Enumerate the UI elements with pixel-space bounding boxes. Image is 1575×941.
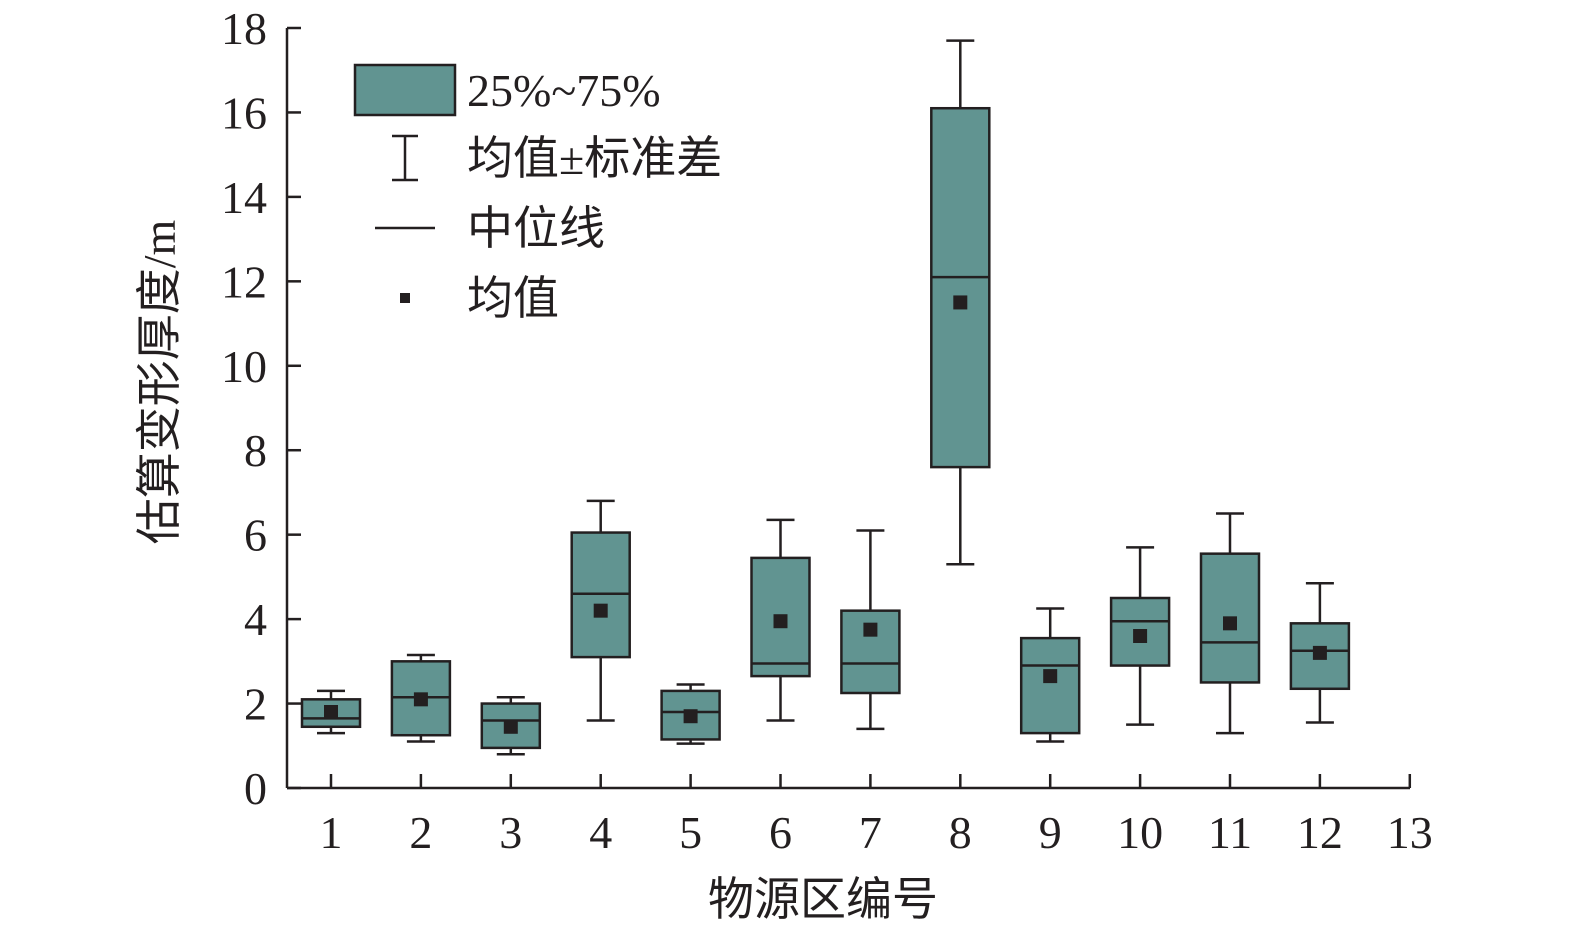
box-group [300, 689, 362, 735]
x-tick-label: 10 [1117, 807, 1163, 858]
mean-marker [324, 705, 338, 719]
x-tick-label: 5 [679, 807, 702, 858]
y-tick-label: 4 [244, 594, 267, 645]
y-tick-label: 8 [244, 425, 267, 476]
box-group [480, 695, 542, 756]
y-tick-label: 10 [221, 341, 267, 392]
x-tick-label: 9 [1039, 807, 1062, 858]
mean-marker [953, 295, 968, 310]
x-tick-label: 3 [499, 807, 522, 858]
y-axis-label: 估算变形厚度/m [134, 220, 185, 545]
legend-entry: 中位线 [375, 203, 605, 254]
legend-mean-marker [400, 293, 410, 303]
legend-label: 均值 [467, 273, 559, 324]
x-tick-label: 1 [320, 807, 343, 858]
box-group [840, 529, 901, 731]
x-tick-label: 6 [769, 807, 792, 858]
box-group [930, 39, 991, 566]
y-tick-label: 18 [221, 3, 267, 54]
box-group [570, 499, 631, 722]
box-group [1019, 607, 1081, 743]
y-tick-label: 16 [221, 87, 267, 138]
box-group [660, 683, 721, 745]
mean-marker [413, 692, 428, 707]
x-tick-label: 4 [589, 807, 612, 858]
x-axis-label: 物源区编号 [708, 874, 938, 925]
box-group [1109, 546, 1171, 726]
legend-label: 均值±标准差 [467, 133, 722, 184]
legend-entry: 均值 [400, 273, 559, 324]
mean-marker [593, 603, 608, 618]
legend-label: 25%~75% [467, 65, 661, 116]
legend-box-swatch [353, 63, 457, 117]
mean-marker [503, 719, 518, 734]
y-tick-label: 14 [221, 172, 267, 223]
y-tick-label: 6 [244, 510, 267, 561]
mean-marker [1043, 669, 1058, 684]
iqr-box [930, 106, 991, 469]
iqr-box [1019, 636, 1081, 735]
box-group [1199, 512, 1261, 735]
box-group [1289, 581, 1351, 724]
mean-marker [773, 614, 788, 629]
mean-marker [1223, 616, 1237, 631]
legend-entry: 均值±标准差 [392, 133, 722, 184]
y-tick-label: 12 [221, 256, 267, 307]
box-group [390, 653, 452, 743]
box-group [750, 518, 811, 722]
boxes-layer [300, 39, 1351, 756]
legend-label: 中位线 [467, 203, 605, 254]
x-tick-label: 11 [1208, 807, 1252, 858]
x-tick-label: 8 [949, 807, 972, 858]
legend-entry: 25%~75% [353, 63, 661, 117]
x-tick-label: 12 [1297, 807, 1343, 858]
x-tick-label: 2 [409, 807, 432, 858]
mean-marker [863, 622, 878, 637]
mean-marker [1312, 645, 1327, 660]
x-tick-label: 13 [1387, 807, 1433, 858]
mean-marker [683, 709, 698, 724]
y-tick-label: 0 [244, 763, 267, 814]
y-tick-label: 2 [244, 679, 267, 730]
mean-marker [1133, 629, 1148, 643]
x-tick-label: 7 [859, 807, 882, 858]
